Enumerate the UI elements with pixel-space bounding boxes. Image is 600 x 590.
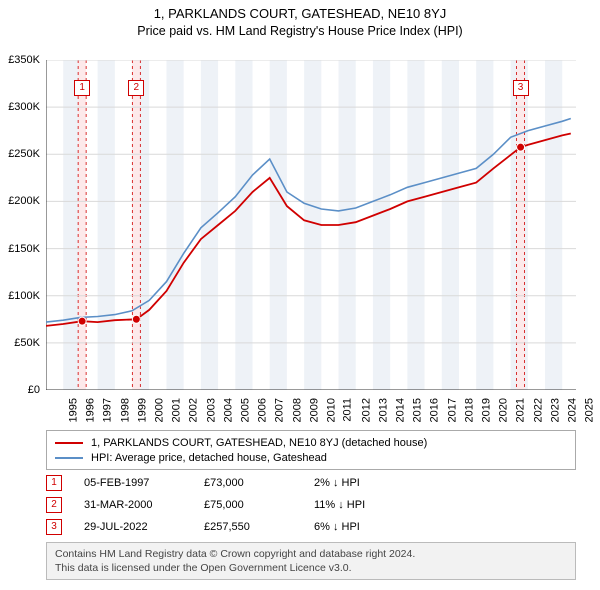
sale-vs-hpi: 6% ↓ HPI (314, 521, 434, 533)
sale-marker-icon: 2 (46, 497, 62, 513)
sale-price: £75,000 (204, 499, 314, 511)
legend-item: HPI: Average price, detached house, Gate… (55, 450, 567, 465)
sale-date: 31-MAR-2000 (84, 499, 204, 511)
sales-row: 3 29-JUL-2022 £257,550 6% ↓ HPI (46, 516, 576, 538)
sales-row: 1 05-FEB-1997 £73,000 2% ↓ HPI (46, 472, 576, 494)
license-line: Contains HM Land Registry data © Crown c… (55, 547, 567, 561)
legend-item: 1, PARKLANDS COURT, GATESHEAD, NE10 8YJ … (55, 435, 567, 450)
chart-svg (46, 60, 576, 390)
sale-date: 29-JUL-2022 (84, 521, 204, 533)
sale-vs-hpi: 2% ↓ HPI (314, 477, 434, 489)
license-notice: Contains HM Land Registry data © Crown c… (46, 542, 576, 580)
legend: 1, PARKLANDS COURT, GATESHEAD, NE10 8YJ … (46, 430, 576, 470)
sale-vs-hpi: 11% ↓ HPI (314, 499, 434, 511)
legend-label: 1, PARKLANDS COURT, GATESHEAD, NE10 8YJ … (91, 437, 427, 449)
chart-sale-marker-icon: 2 (128, 80, 144, 96)
sale-price: £257,550 (204, 521, 314, 533)
chart-sale-marker-icon: 3 (513, 80, 529, 96)
sales-row: 2 31-MAR-2000 £75,000 11% ↓ HPI (46, 494, 576, 516)
chart-sale-marker-icon: 1 (74, 80, 90, 96)
legend-label: HPI: Average price, detached house, Gate… (91, 452, 327, 464)
sales-table: 1 05-FEB-1997 £73,000 2% ↓ HPI 2 31-MAR-… (46, 472, 576, 538)
chart-plot-area (46, 60, 576, 390)
sale-date: 05-FEB-1997 (84, 477, 204, 489)
sale-price: £73,000 (204, 477, 314, 489)
sale-marker-icon: 3 (46, 519, 62, 535)
legend-swatch (55, 457, 83, 459)
chart-subtitle: Price paid vs. HM Land Registry's House … (0, 24, 600, 38)
legend-swatch (55, 442, 83, 444)
chart-title: 1, PARKLANDS COURT, GATESHEAD, NE10 8YJ (0, 6, 600, 21)
sale-marker-icon: 1 (46, 475, 62, 491)
license-line: This data is licensed under the Open Gov… (55, 561, 567, 575)
